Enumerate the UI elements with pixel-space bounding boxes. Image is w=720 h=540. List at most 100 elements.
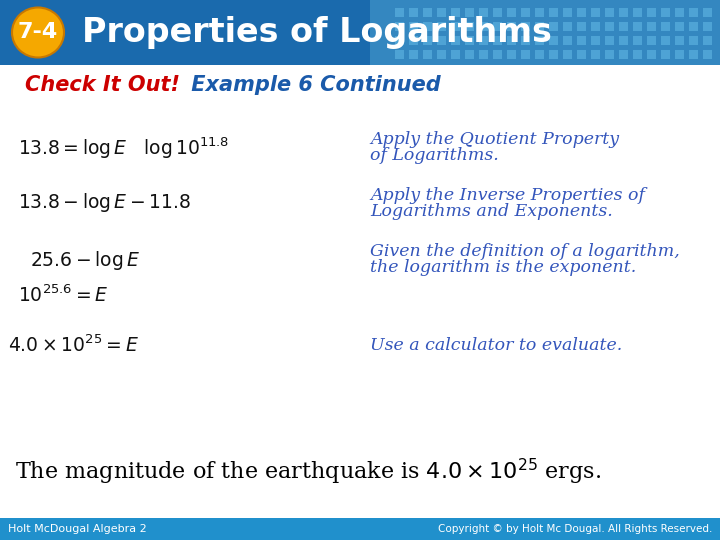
Bar bbox=[479, 36, 488, 45]
Bar bbox=[591, 22, 600, 31]
Bar bbox=[465, 22, 474, 31]
Text: 7-4: 7-4 bbox=[18, 23, 58, 43]
Bar bbox=[661, 22, 670, 31]
Bar bbox=[423, 36, 432, 45]
Bar bbox=[661, 8, 670, 17]
Bar bbox=[465, 50, 474, 59]
Bar bbox=[437, 36, 446, 45]
Bar bbox=[675, 50, 684, 59]
Bar bbox=[647, 22, 656, 31]
Bar bbox=[479, 50, 488, 59]
Bar bbox=[437, 50, 446, 59]
Bar bbox=[689, 8, 698, 17]
Text: The magnitude of the earthquake is $4.0 \times 10^{25}$ ergs.: The magnitude of the earthquake is $4.0 … bbox=[15, 457, 601, 487]
Bar bbox=[633, 36, 642, 45]
Ellipse shape bbox=[12, 8, 64, 57]
Bar bbox=[647, 8, 656, 17]
Bar bbox=[0, 0, 720, 65]
Bar bbox=[535, 50, 544, 59]
Bar bbox=[647, 36, 656, 45]
Bar bbox=[451, 22, 460, 31]
Bar bbox=[465, 8, 474, 17]
Bar bbox=[493, 22, 502, 31]
Bar bbox=[423, 22, 432, 31]
Bar bbox=[605, 8, 614, 17]
Bar bbox=[521, 8, 530, 17]
Bar bbox=[521, 36, 530, 45]
Text: $13.8 = \log E$   $\log 10^{11.8}$: $13.8 = \log E$ $\log 10^{11.8}$ bbox=[18, 135, 229, 161]
Bar bbox=[633, 50, 642, 59]
Bar bbox=[409, 36, 418, 45]
Bar bbox=[423, 50, 432, 59]
Text: Use a calculator to evaluate.: Use a calculator to evaluate. bbox=[370, 336, 622, 354]
Text: Properties of Logarithms: Properties of Logarithms bbox=[82, 16, 552, 49]
Bar bbox=[605, 22, 614, 31]
Bar bbox=[535, 36, 544, 45]
Bar bbox=[619, 50, 628, 59]
Bar bbox=[493, 36, 502, 45]
Bar bbox=[577, 8, 586, 17]
Bar bbox=[437, 8, 446, 17]
Bar bbox=[395, 36, 404, 45]
Bar bbox=[563, 50, 572, 59]
Text: of Logarithms.: of Logarithms. bbox=[370, 147, 499, 165]
Bar bbox=[0, 518, 720, 540]
Bar bbox=[619, 8, 628, 17]
Bar bbox=[703, 50, 712, 59]
Bar bbox=[563, 36, 572, 45]
Bar bbox=[563, 8, 572, 17]
Bar bbox=[451, 8, 460, 17]
Bar bbox=[577, 22, 586, 31]
Bar bbox=[395, 22, 404, 31]
Bar bbox=[619, 36, 628, 45]
Text: Logarithms and Exponents.: Logarithms and Exponents. bbox=[370, 202, 613, 219]
Bar bbox=[465, 36, 474, 45]
Bar bbox=[437, 22, 446, 31]
Bar bbox=[689, 50, 698, 59]
Bar bbox=[409, 8, 418, 17]
Bar bbox=[493, 8, 502, 17]
Bar bbox=[619, 22, 628, 31]
Bar bbox=[577, 36, 586, 45]
Bar bbox=[395, 50, 404, 59]
Bar bbox=[549, 50, 558, 59]
Bar bbox=[661, 50, 670, 59]
Bar bbox=[479, 8, 488, 17]
Bar bbox=[703, 36, 712, 45]
Bar bbox=[675, 8, 684, 17]
Bar bbox=[507, 8, 516, 17]
Bar bbox=[563, 22, 572, 31]
Bar bbox=[409, 50, 418, 59]
Text: $4.0 \times 10^{25} = E$: $4.0 \times 10^{25} = E$ bbox=[8, 334, 139, 356]
Text: the logarithm is the exponent.: the logarithm is the exponent. bbox=[370, 260, 636, 276]
Bar bbox=[605, 50, 614, 59]
Bar bbox=[605, 36, 614, 45]
Bar bbox=[535, 22, 544, 31]
Text: Apply the Quotient Property: Apply the Quotient Property bbox=[370, 132, 619, 148]
Bar bbox=[423, 8, 432, 17]
Bar bbox=[451, 50, 460, 59]
Text: $10^{25.6} = E$: $10^{25.6} = E$ bbox=[18, 284, 109, 306]
Bar bbox=[507, 50, 516, 59]
Text: Given the definition of a logarithm,: Given the definition of a logarithm, bbox=[370, 244, 680, 260]
Bar bbox=[507, 36, 516, 45]
Bar bbox=[549, 8, 558, 17]
Bar bbox=[395, 8, 404, 17]
Bar bbox=[647, 50, 656, 59]
Text: Example 6 Continued: Example 6 Continued bbox=[184, 75, 441, 95]
Bar bbox=[591, 8, 600, 17]
Bar bbox=[479, 22, 488, 31]
Text: $13.8 - \log E - 11.8$: $13.8 - \log E - 11.8$ bbox=[18, 192, 191, 214]
Text: Holt McDougal Algebra 2: Holt McDougal Algebra 2 bbox=[8, 524, 147, 534]
Bar bbox=[507, 22, 516, 31]
Bar bbox=[661, 36, 670, 45]
Bar bbox=[493, 50, 502, 59]
Bar bbox=[409, 22, 418, 31]
Bar bbox=[535, 8, 544, 17]
Bar bbox=[591, 36, 600, 45]
Bar bbox=[521, 50, 530, 59]
Bar bbox=[521, 22, 530, 31]
Bar bbox=[370, 0, 720, 65]
Bar bbox=[703, 8, 712, 17]
Text: $25.6 - \log E$: $25.6 - \log E$ bbox=[30, 248, 140, 272]
